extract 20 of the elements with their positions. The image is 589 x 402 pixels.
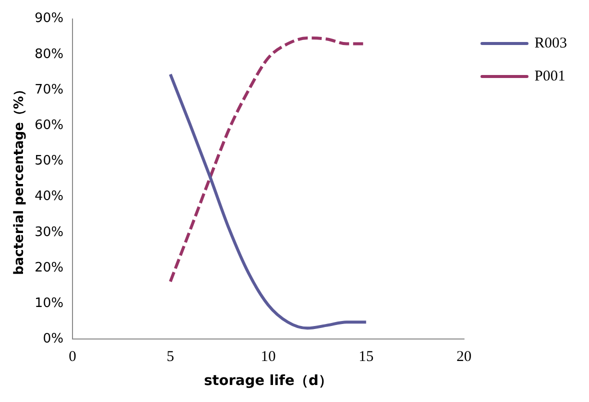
x-tick-label: 15 [358,349,374,366]
legend-label: P001 [534,68,566,84]
y-tick-label: 90% [34,11,64,26]
x-tick-label: 10 [260,349,276,366]
x-axis-title: storage life（d） [204,373,333,390]
x-tick-label: 0 [68,349,76,366]
y-tick-label: 20% [34,260,64,276]
y-tick-label: 60% [34,118,64,133]
y-tick-label: 10% [34,296,64,311]
y-tick-label: 80% [34,46,64,62]
legend-label: R003 [534,35,568,52]
y-tick-label: 50% [34,154,64,169]
x-tick-label: 5 [166,349,174,366]
x-tick-label: 20 [456,349,472,366]
y-axis-title: bacterial percentage（%） [12,83,28,275]
y-tick-label: 70% [34,82,64,98]
y-tick-label: 30% [34,224,64,240]
y-tick-label: 0% [42,332,64,347]
line-series [168,72,368,330]
y-tick-label: 40% [34,189,64,204]
